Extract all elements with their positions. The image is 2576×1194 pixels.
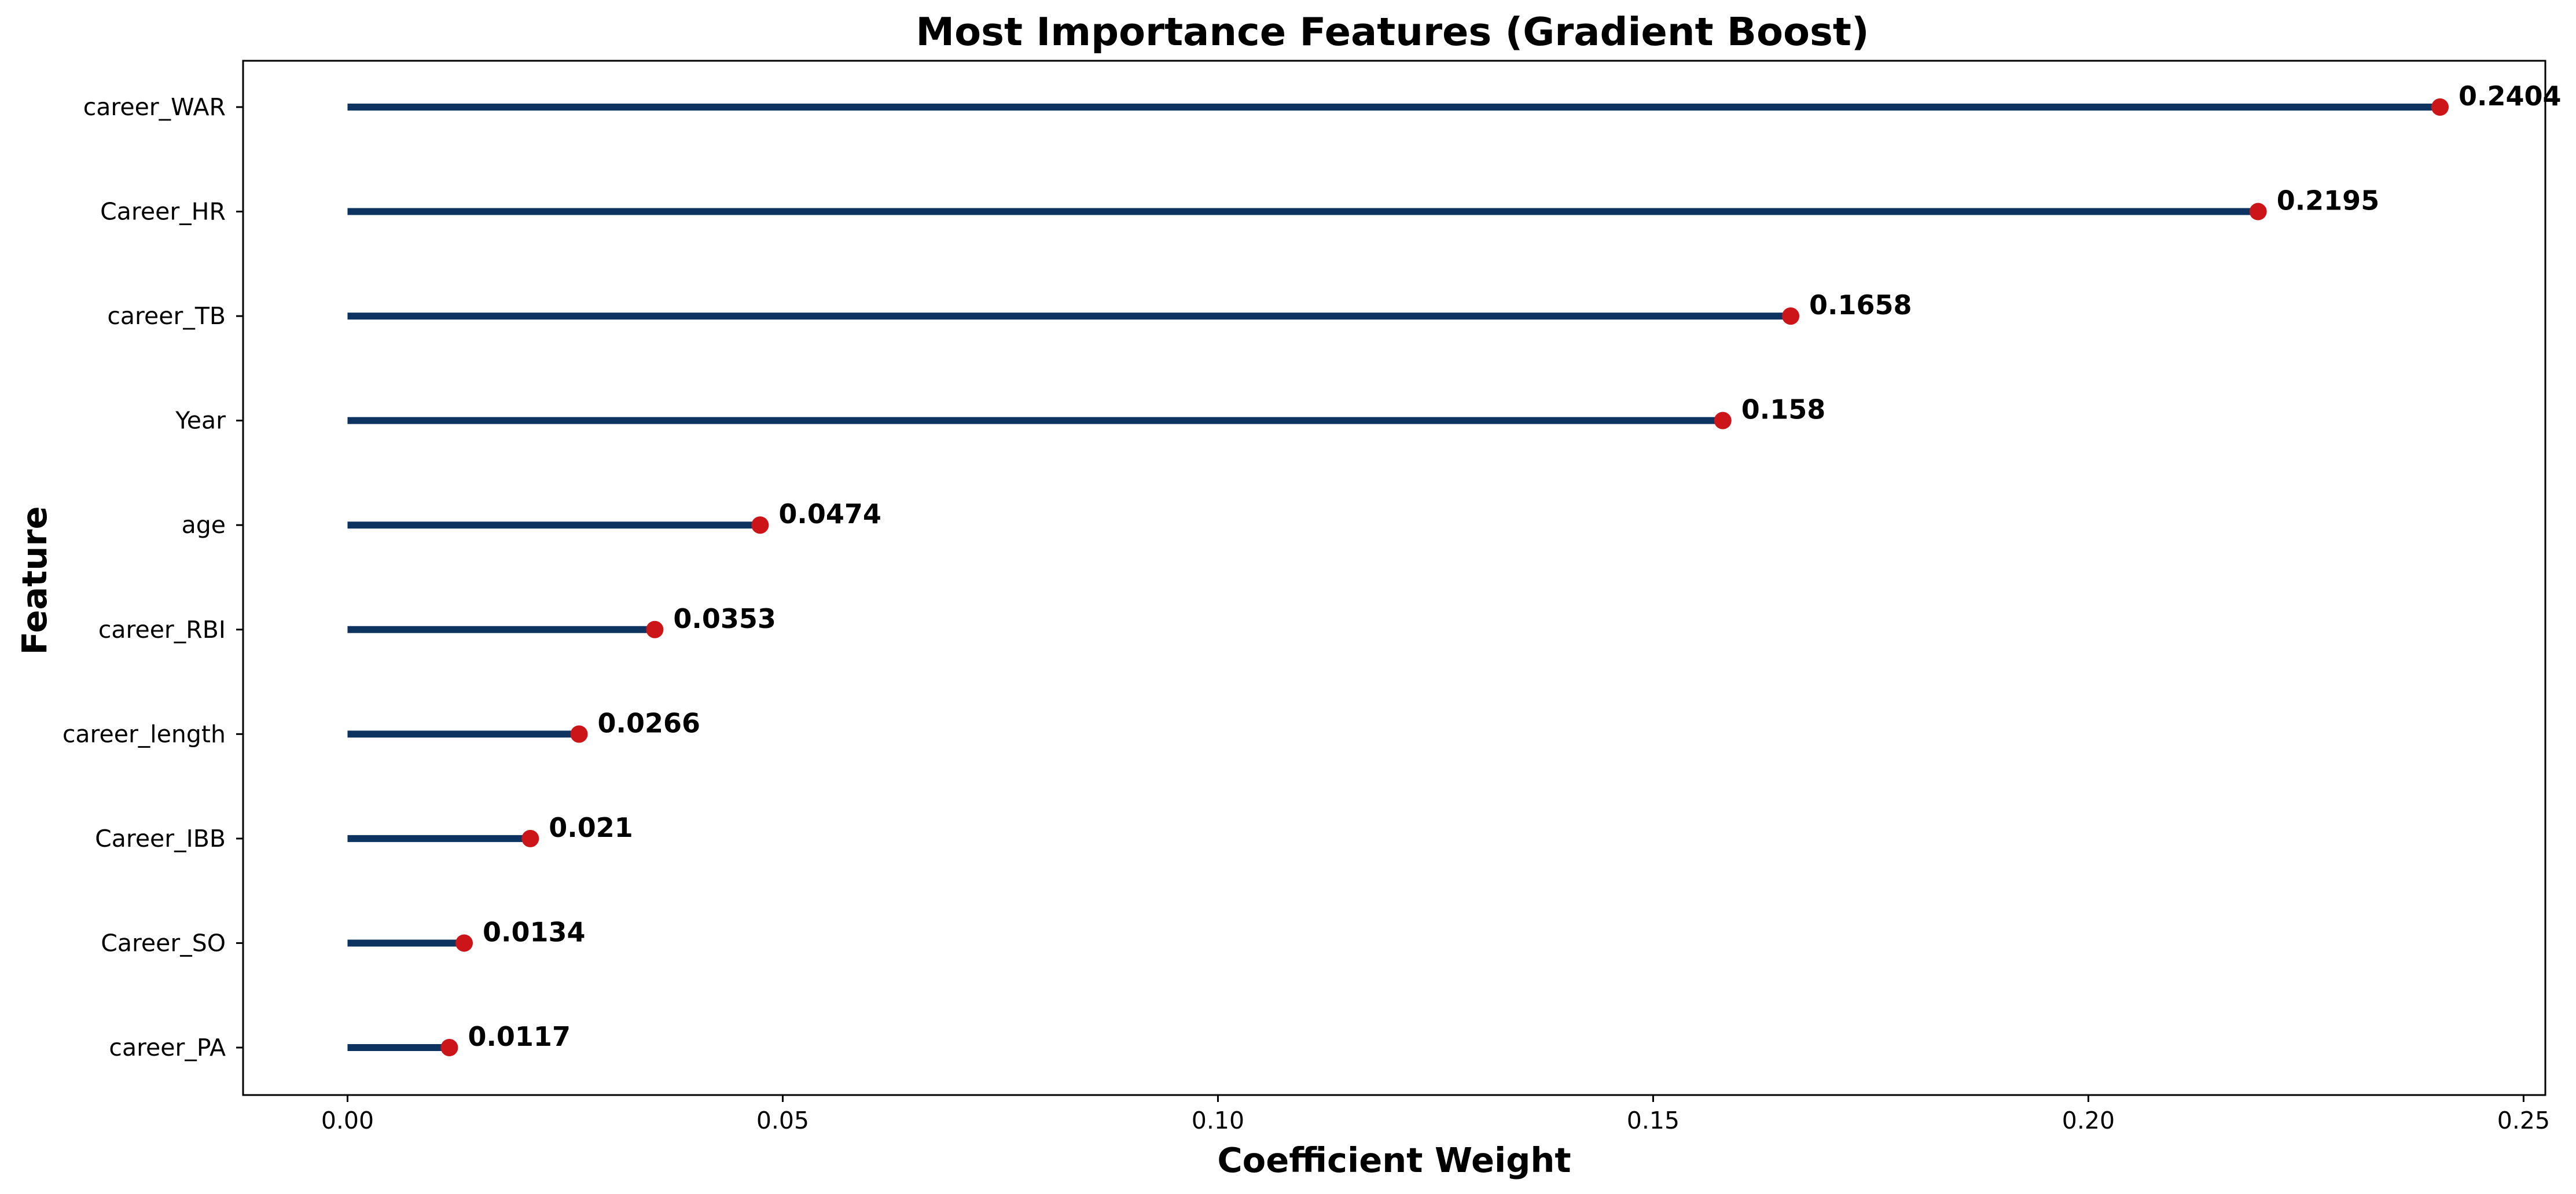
- plot-area: [242, 60, 2546, 1096]
- x-tick-label: 0.25: [2497, 1107, 2550, 1134]
- x-axis-ticks: 0.00 0.05 0.10 0.15 0.20 0.25: [321, 1095, 2550, 1134]
- lollipop-marker: [2431, 98, 2449, 116]
- lollipop-markers: [440, 98, 2449, 1056]
- lollipop-marker: [2249, 203, 2267, 221]
- y-tick-label: Year: [175, 407, 226, 435]
- value-label: 0.2195: [2277, 185, 2380, 216]
- lollipop-marker: [1782, 307, 1800, 325]
- y-tick-label: career_length: [63, 720, 226, 748]
- value-label: 0.1658: [1809, 289, 1912, 321]
- y-tick-label: Career_SO: [101, 929, 226, 957]
- x-tick-label: 0.00: [321, 1107, 374, 1134]
- lollipop-stems: [347, 104, 2441, 1051]
- lollipop-marker: [440, 1039, 458, 1056]
- y-tick-label: age: [182, 511, 226, 539]
- y-tick-label: Career_HR: [100, 198, 226, 226]
- value-label: 0.0353: [673, 603, 776, 634]
- y-axis-ticks: career_WAR Career_HR career_TB Year age caree…: [63, 93, 243, 1061]
- y-tick-label: career_RBI: [98, 616, 226, 644]
- y-tick-label: career_PA: [109, 1034, 226, 1061]
- y-tick-label: career_TB: [107, 302, 226, 330]
- lollipop-marker: [646, 620, 664, 638]
- lollipop-marker: [751, 516, 769, 534]
- x-tick-label: 0.05: [756, 1107, 809, 1134]
- value-label: 0.0474: [778, 498, 881, 530]
- lollipop-marker: [521, 829, 539, 847]
- lollipop-marker: [570, 725, 588, 743]
- value-label: 0.0117: [468, 1021, 571, 1052]
- x-tick-label: 0.15: [1627, 1107, 1680, 1134]
- y-axis-label: Feature: [14, 506, 54, 655]
- value-labels: 0.2404 0.2195 0.1658 0.158 0.0474 0.0353 0.026…: [468, 80, 2561, 1052]
- lollipop-marker: [455, 934, 473, 952]
- value-label: 0.0134: [483, 916, 586, 947]
- x-axis-label: Coefficient Weight: [1217, 1140, 1571, 1180]
- x-tick-label: 0.10: [1192, 1107, 1244, 1134]
- value-label: 0.2404: [2459, 80, 2562, 112]
- value-label: 0.021: [549, 812, 633, 843]
- value-label: 0.0266: [598, 707, 701, 739]
- y-tick-label: career_WAR: [83, 93, 226, 121]
- y-tick-label: Career_IBB: [95, 825, 226, 853]
- chart-title: Most Importance Features (Gradient Boost…: [916, 9, 1869, 54]
- value-label: 0.158: [1741, 394, 1826, 425]
- lollipop-marker: [1714, 412, 1732, 429]
- x-tick-label: 0.20: [2062, 1107, 2115, 1134]
